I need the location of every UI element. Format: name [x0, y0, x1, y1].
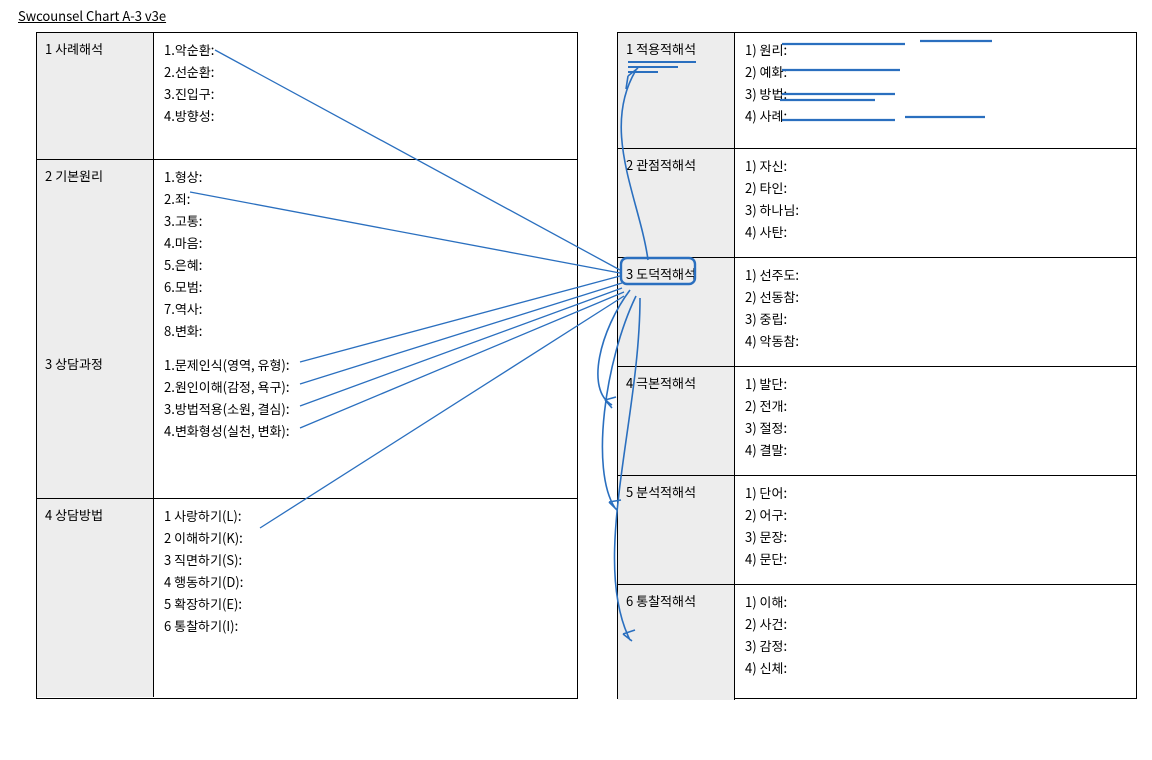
right-row-2: 2 관점적해석 1) 자신: 2) 타인: 3) 하나님: 4) 사탄: — [618, 149, 1136, 258]
l2-item-3: 3.고통: — [164, 210, 567, 232]
r2-item-4: 4) 사탄: — [745, 221, 1126, 243]
r4-item-1: 1) 발단: — [745, 373, 1126, 395]
l2-item-7: 7.역사: — [164, 298, 567, 320]
l3-item-1: 1.문제인식(영역, 유형): — [164, 354, 567, 376]
l4-item-1: 1 사랑하기(L): — [164, 505, 567, 527]
r1-item-2: 2) 예화: — [745, 61, 1126, 83]
l1-item-1: 1.악순환: — [164, 39, 567, 61]
r4-item-3: 3) 절정: — [745, 417, 1126, 439]
right-row-2-header: 2 관점적해석 — [618, 149, 735, 257]
r2-item-1: 1) 자신: — [745, 155, 1126, 177]
l2-item-8: 8.변화: — [164, 320, 567, 342]
r3-item-4: 4) 악동참: — [745, 330, 1126, 352]
r1-item-1: 1) 원리: — [745, 39, 1126, 61]
left-row-3-body: 1.문제인식(영역, 유형): 2.원인이해(감정, 욕구): 3.방법적용(소… — [154, 348, 577, 498]
l1-item-2: 2.선순환: — [164, 61, 567, 83]
l3-item-2: 2.원인이해(감정, 욕구): — [164, 376, 567, 398]
right-row-5-header: 5 분석적해석 — [618, 476, 735, 584]
l4-item-4: 4 행동하기(D): — [164, 571, 567, 593]
r5-item-1: 1) 단어: — [745, 482, 1126, 504]
r3-item-2: 2) 선동참: — [745, 286, 1126, 308]
r4-item-4: 4) 결말: — [745, 439, 1126, 461]
right-row-6: 6 통찰적해석 1) 이해: 2) 사건: 3) 감정: 4) 신체: — [618, 585, 1136, 700]
left-row-3: 3 상담과정 1.문제인식(영역, 유형): 2.원인이해(감정, 욕구): 3… — [37, 348, 577, 499]
l2-item-5: 5.은혜: — [164, 254, 567, 276]
l2-item-1: 1.형상: — [164, 166, 567, 188]
r6-item-4: 4) 신체: — [745, 657, 1126, 679]
right-row-4-body: 1) 발단: 2) 전개: 3) 절정: 4) 결말: — [735, 367, 1136, 475]
l3-item-3: 3.방법적용(소원, 결심): — [164, 398, 567, 420]
l2-item-4: 4.마음: — [164, 232, 567, 254]
r3-item-1: 1) 선주도: — [745, 264, 1126, 286]
left-row-2-header: 2 기본원리 — [37, 160, 154, 348]
right-row-3-header: 3 도덕적해석 — [618, 258, 735, 366]
left-row-4: 4 상담방법 1 사랑하기(L): 2 이해하기(K): 3 직면하기(S): … — [37, 499, 577, 697]
right-row-6-header: 6 통찰적해석 — [618, 585, 735, 700]
right-table: 1 적용적해석 1) 원리: 2) 예화: 3) 방법: 4) 사례: 2 관점… — [617, 32, 1137, 699]
right-row-4: 4 극본적해석 1) 발단: 2) 전개: 3) 절정: 4) 결말: — [618, 367, 1136, 476]
l4-item-2: 2 이해하기(K): — [164, 527, 567, 549]
r5-item-3: 3) 문장: — [745, 526, 1126, 548]
right-row-3-body: 1) 선주도: 2) 선동참: 3) 중립: 4) 악동참: — [735, 258, 1136, 366]
right-row-5-body: 1) 단어: 2) 어구: 3) 문장: 4) 문단: — [735, 476, 1136, 584]
left-table: 1 사례해석 1.악순환: 2.선순환: 3.진입구: 4.방향성: 2 기본원… — [36, 32, 578, 699]
r6-item-3: 3) 감정: — [745, 635, 1126, 657]
r4-item-2: 2) 전개: — [745, 395, 1126, 417]
l1-item-3: 3.진입구: — [164, 83, 567, 105]
right-row-6-body: 1) 이해: 2) 사건: 3) 감정: 4) 신체: — [735, 585, 1136, 700]
l4-item-6: 6 통찰하기(I): — [164, 615, 567, 637]
left-row-1-header: 1 사례해석 — [37, 33, 154, 159]
right-row-1: 1 적용적해석 1) 원리: 2) 예화: 3) 방법: 4) 사례: — [618, 33, 1136, 149]
l1-item-4: 4.방향성: — [164, 105, 567, 127]
r5-item-2: 2) 어구: — [745, 504, 1126, 526]
left-row-1: 1 사례해석 1.악순환: 2.선순환: 3.진입구: 4.방향성: — [37, 33, 577, 160]
l4-item-3: 3 직면하기(S): — [164, 549, 567, 571]
left-row-4-header: 4 상담방법 — [37, 499, 154, 697]
r6-item-1: 1) 이해: — [745, 591, 1126, 613]
page: Swcounsel Chart A-3 v3e 1 사례해석 1.악순환: 2.… — [0, 0, 1152, 760]
r1-item-4: 4) 사례: — [745, 105, 1126, 127]
r1-item-3: 3) 방법: — [745, 83, 1126, 105]
right-row-3: 3 도덕적해석 1) 선주도: 2) 선동참: 3) 중립: 4) 악동참: — [618, 258, 1136, 367]
right-row-5: 5 분석적해석 1) 단어: 2) 어구: 3) 문장: 4) 문단: — [618, 476, 1136, 585]
r6-item-2: 2) 사건: — [745, 613, 1126, 635]
right-row-1-body: 1) 원리: 2) 예화: 3) 방법: 4) 사례: — [735, 33, 1136, 148]
l2-item-2: 2.죄: — [164, 188, 567, 210]
page-title: Swcounsel Chart A-3 v3e — [18, 6, 166, 25]
l2-item-6: 6.모범: — [164, 276, 567, 298]
right-row-4-header: 4 극본적해석 — [618, 367, 735, 475]
left-row-2-body: 1.형상: 2.죄: 3.고통: 4.마음: 5.은혜: 6.모범: 7.역사:… — [154, 160, 577, 348]
r2-item-2: 2) 타인: — [745, 177, 1126, 199]
left-row-1-body: 1.악순환: 2.선순환: 3.진입구: 4.방향성: — [154, 33, 577, 159]
r2-item-3: 3) 하나님: — [745, 199, 1126, 221]
l3-item-4: 4.변화형성(실천, 변화): — [164, 420, 567, 442]
left-row-3-header: 3 상담과정 — [37, 348, 154, 498]
right-row-2-body: 1) 자신: 2) 타인: 3) 하나님: 4) 사탄: — [735, 149, 1136, 257]
left-row-2: 2 기본원리 1.형상: 2.죄: 3.고통: 4.마음: 5.은혜: 6.모범… — [37, 160, 577, 348]
r5-item-4: 4) 문단: — [745, 548, 1126, 570]
l4-item-5: 5 확장하기(E): — [164, 593, 567, 615]
r3-item-3: 3) 중립: — [745, 308, 1126, 330]
right-row-1-header: 1 적용적해석 — [618, 33, 735, 148]
left-row-4-body: 1 사랑하기(L): 2 이해하기(K): 3 직면하기(S): 4 행동하기(… — [154, 499, 577, 697]
